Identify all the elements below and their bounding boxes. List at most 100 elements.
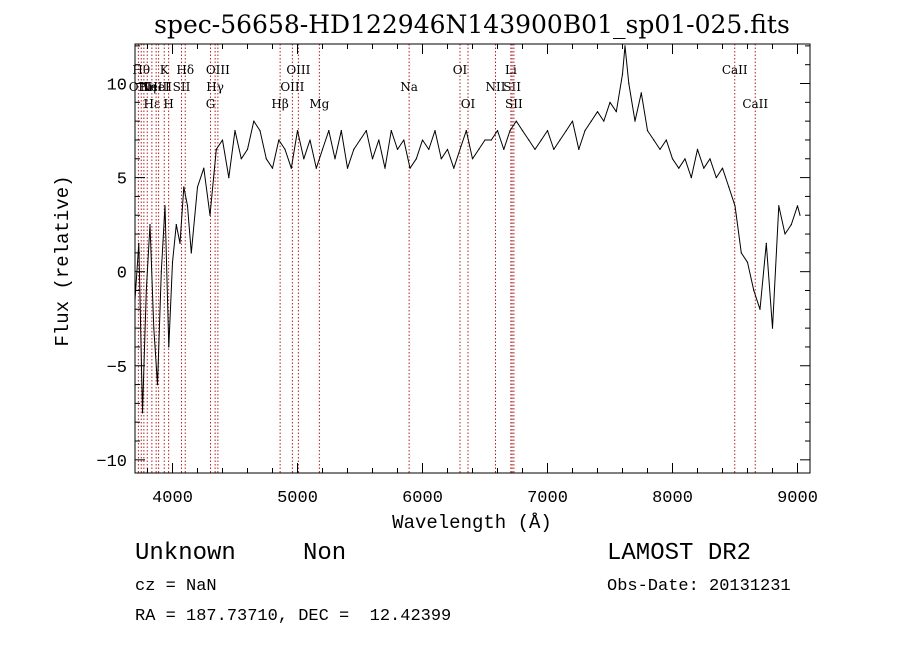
data-point (571, 120, 574, 122)
data-point (684, 158, 686, 160)
coordinates: RA = 187.73710, DEC = 12.42399 (135, 607, 451, 626)
data-point (721, 167, 724, 169)
data-point (484, 139, 486, 141)
data-point (253, 120, 255, 122)
data-point (653, 139, 655, 141)
data-point (690, 177, 692, 179)
data-point (453, 167, 455, 169)
line-marker-label: H (163, 97, 173, 111)
data-point (534, 148, 536, 150)
line-marker-label: SII (505, 97, 523, 111)
data-point (634, 120, 636, 122)
line-marker-label: Hε (144, 97, 161, 111)
data-point (753, 289, 755, 292)
data-point (164, 205, 166, 207)
line-marker-label: CaII (742, 97, 768, 111)
axis-tick-labels: 4000 5000 6000 7000 8000 9000 −10 −5 0 5 10 (96, 77, 818, 508)
data-point (203, 167, 205, 169)
data-point (646, 130, 649, 132)
data-point (259, 130, 261, 132)
data-point (315, 167, 317, 169)
x-axis-label: Wavelength (Å) (392, 512, 552, 534)
data-point (553, 148, 555, 150)
data-point (771, 327, 774, 329)
y-tick-label: 0 (117, 265, 127, 284)
data-point (409, 167, 411, 169)
line-marker-label: NII (486, 80, 506, 94)
data-point (186, 205, 189, 207)
line-marker-label: SII (503, 80, 521, 94)
data-point (521, 130, 524, 132)
line-marker-label: CaII (722, 63, 748, 77)
data-point (784, 233, 786, 235)
x-tick-label: 4000 (152, 489, 193, 508)
data-point (503, 148, 505, 150)
data-point (296, 130, 299, 132)
data-point (559, 139, 561, 141)
line-marker-label: OIII (206, 63, 230, 77)
data-point (696, 148, 699, 150)
data-point (603, 120, 605, 122)
data-point (478, 148, 480, 150)
data-point (671, 158, 674, 160)
data-point (778, 205, 780, 207)
data-point (628, 82, 630, 85)
data-point (309, 139, 311, 141)
spectrum-series (134, 45, 801, 414)
line-marker-label: Hθ (132, 63, 150, 77)
data-point (353, 148, 355, 150)
y-tick-label: −10 (96, 453, 127, 472)
data-point (609, 101, 611, 103)
line-marker-label: K (160, 63, 170, 77)
line-marker-label: G (206, 97, 216, 111)
data-point (171, 261, 174, 263)
data-point (759, 308, 761, 310)
data-point (141, 412, 144, 414)
data-point (584, 130, 586, 132)
object-subclass: Non (303, 540, 346, 567)
data-point (215, 148, 217, 150)
survey-name: LAMOST DR2 (607, 540, 751, 567)
data-point (440, 158, 442, 160)
line-marker-label: Mg (309, 97, 329, 111)
data-point (578, 148, 580, 150)
data-point (346, 167, 349, 169)
data-point (659, 148, 661, 150)
data-point (728, 186, 730, 188)
data-point (459, 148, 461, 150)
data-point (196, 186, 199, 188)
x-tick-label: 5000 (277, 489, 318, 508)
line-marker-label: OIII (280, 80, 304, 94)
data-point (179, 242, 181, 244)
line-marker-label: Hγ (206, 80, 224, 94)
data-point (384, 167, 386, 169)
x-tick-label: 9000 (777, 489, 818, 508)
data-point (303, 158, 305, 160)
x-tick-label: 6000 (402, 489, 443, 508)
redshift-cz: cz = NaN (135, 577, 217, 596)
data-point (378, 139, 380, 141)
data-point (340, 130, 342, 132)
data-point (615, 111, 617, 113)
data-point (746, 261, 749, 263)
data-point (799, 214, 801, 216)
line-marker-label: Hβ (271, 97, 288, 111)
data-point (246, 148, 249, 150)
line-marker-label: OIII (286, 63, 310, 77)
data-point (156, 384, 159, 386)
data-point (765, 242, 767, 244)
data-point (290, 167, 292, 169)
data-point (590, 120, 592, 122)
data-point (149, 224, 151, 226)
data-point (271, 167, 274, 169)
data-point (415, 158, 417, 160)
data-point (359, 139, 361, 141)
data-point (396, 148, 399, 150)
data-point (365, 130, 367, 132)
data-point (190, 252, 192, 254)
data-point (703, 167, 705, 169)
line-marker-label: Na (400, 80, 418, 94)
data-point (334, 158, 336, 160)
object-class: Unknown (135, 540, 236, 567)
